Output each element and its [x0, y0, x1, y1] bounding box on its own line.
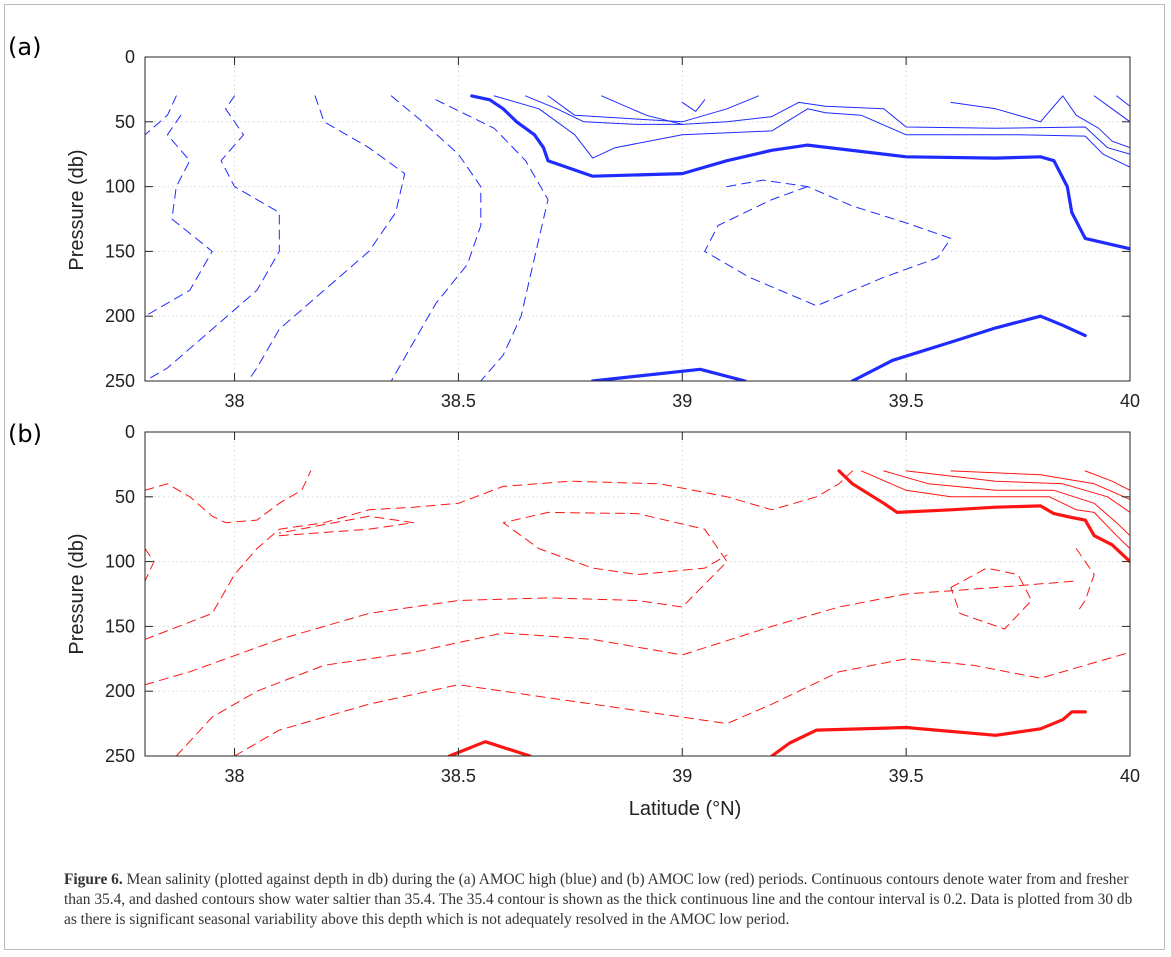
y-tick-label: 50 [115, 487, 135, 507]
plot-axes-box [144, 431, 1131, 757]
panel-b-x-axis-label: Latitude (°N) [629, 798, 742, 820]
thin-contour-line [950, 95, 1064, 123]
dashed-contour-line [435, 99, 549, 381]
x-tick-label: 38.5 [441, 391, 476, 411]
thin-contour-line [1093, 95, 1130, 123]
y-tick-label: 0 [125, 422, 135, 442]
thin-contour-line [883, 470, 1130, 537]
y-tick-label: 250 [105, 371, 135, 391]
panel-b-y-axis-label: Pressure (db) [66, 533, 88, 654]
dashed-contour-line [390, 95, 482, 381]
panel-a-chart: (a) Pressure (db) 38 38.5 39 39.5 40 0 50 100 15… [8, 33, 1140, 411]
dashed-contour-line [234, 651, 1130, 756]
y-tick-label: 100 [105, 177, 135, 197]
dashed-contour-line [145, 114, 213, 317]
dashed-contour-line [145, 511, 728, 686]
figure-caption: Figure 6. Mean salinity (plotted against… [64, 870, 1144, 930]
x-tick-label: 40 [1120, 766, 1140, 786]
panel-b-letter: (b) [8, 420, 42, 448]
thin-contour-line [1062, 95, 1130, 149]
x-tick-label: 39 [672, 766, 692, 786]
dashed-contour-line [145, 470, 312, 524]
thick-contour-line [591, 367, 747, 381]
thin-contour-line [547, 95, 759, 123]
panel-b-chart: (b) Pressure (db) Latitude (°N) 38 38.5 39… [8, 420, 1140, 820]
y-tick-label: 50 [115, 112, 135, 132]
y-tick-label: 100 [105, 552, 135, 572]
dashed-contour-line [145, 470, 853, 640]
dashed-contour-line [950, 567, 1032, 630]
thin-contour-line [493, 95, 1130, 168]
panel-a-letter: (a) [8, 33, 41, 61]
thick-contour-line [470, 94, 1130, 251]
plot-axes-box [144, 56, 1131, 382]
dashed-contour-line [145, 95, 177, 136]
panel-a-y-axis-label: Pressure (db) [66, 149, 88, 270]
x-tick-label: 39 [672, 391, 692, 411]
dashed-contour-line [247, 95, 406, 381]
y-tick-label: 250 [105, 746, 135, 766]
thin-contour-line [950, 470, 1130, 500]
contour-group [145, 469, 1130, 756]
x-tick-label: 38.5 [441, 766, 476, 786]
thin-contour-line [905, 470, 1130, 513]
y-tick-label: 150 [105, 616, 135, 636]
figure-frame [4, 4, 1165, 950]
dashed-contour-line [278, 515, 415, 537]
y-tick-label: 200 [105, 306, 135, 326]
dashed-contour-line [1075, 548, 1095, 614]
caption-label: Figure 6. [64, 871, 123, 888]
thin-contour-line [1116, 95, 1130, 107]
x-tick-label: 40 [1120, 391, 1140, 411]
thick-contour-line [447, 740, 532, 756]
y-tick-label: 150 [105, 241, 135, 261]
x-tick-label: 39.5 [889, 391, 924, 411]
thin-contour-line [1084, 470, 1130, 491]
x-tick-label: 39.5 [889, 766, 924, 786]
dashed-contour-line [145, 95, 280, 381]
thick-contour-line [770, 710, 1087, 756]
y-tick-label: 200 [105, 681, 135, 701]
thick-contour-line [850, 314, 1087, 381]
thin-contour-line [525, 95, 1130, 155]
caption-text: Mean salinity (plotted against depth in … [64, 871, 1133, 928]
thin-contour-line [681, 99, 706, 112]
dashed-contour-line [704, 179, 952, 307]
x-tick-label: 38 [225, 766, 245, 786]
dashed-contour-line [175, 580, 1077, 756]
contour-group [145, 94, 1130, 381]
y-tick-label: 0 [125, 47, 135, 67]
thick-contour-line [837, 469, 1130, 564]
thin-contour-line [601, 95, 683, 125]
x-tick-label: 38 [225, 391, 245, 411]
thin-contour-line [860, 470, 1130, 550]
dashed-contour-line [145, 548, 155, 582]
